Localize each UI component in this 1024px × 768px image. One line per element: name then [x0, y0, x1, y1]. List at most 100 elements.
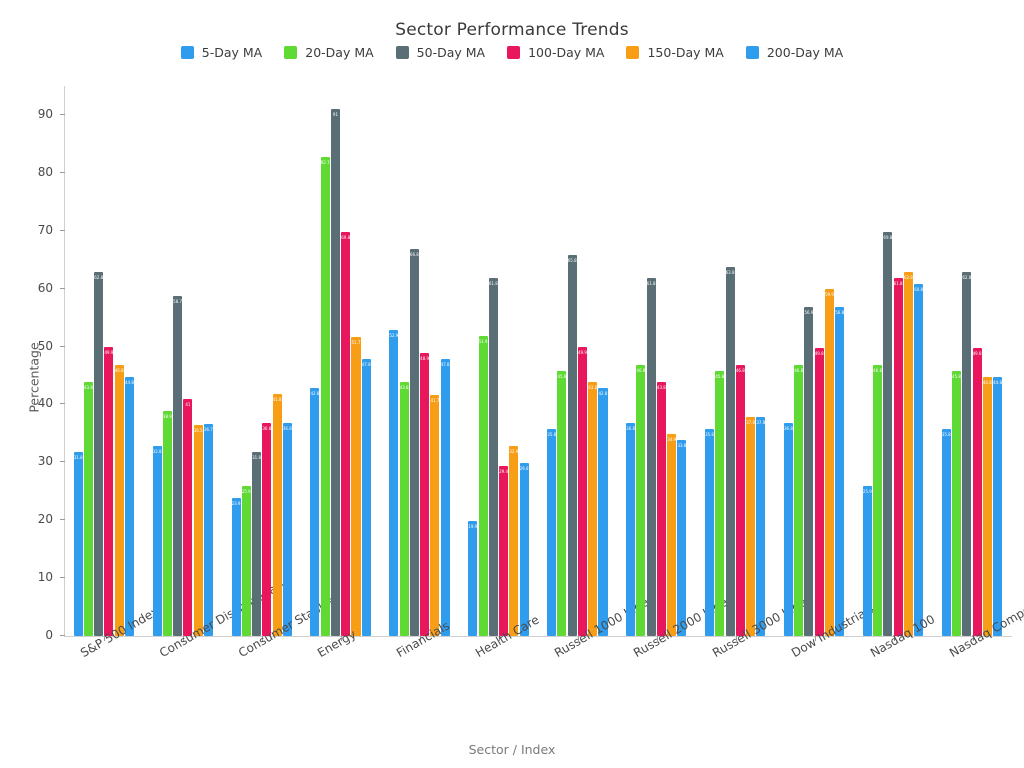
bar[interactable]: 46.8: [114, 365, 124, 636]
bar[interactable]: 45.8: [557, 370, 567, 636]
bar[interactable]: 69.8: [341, 231, 351, 636]
bar-value-label: 46.8: [873, 368, 883, 374]
bar[interactable]: 51.9: [478, 335, 488, 636]
bar[interactable]: 91: [330, 109, 340, 636]
y-tick-mark: [60, 113, 65, 115]
bar[interactable]: 41: [183, 398, 193, 636]
bar[interactable]: 36.8: [783, 422, 793, 636]
y-tick-label: 50: [37, 338, 53, 353]
x-tick-mark: [656, 636, 658, 641]
bar[interactable]: 35.8: [941, 428, 951, 636]
bar[interactable]: 69.8: [883, 231, 893, 636]
bar-value-label: 91: [332, 112, 338, 118]
bar[interactable]: 44.8: [982, 376, 992, 636]
bar[interactable]: 49.9: [577, 347, 587, 636]
bar[interactable]: 46.8: [636, 365, 646, 636]
bar[interactable]: 31.8: [252, 451, 262, 636]
bar[interactable]: 58.7: [173, 296, 183, 636]
y-tick-label: 60: [37, 280, 53, 295]
y-tick-mark: [60, 171, 65, 173]
bar[interactable]: 52.9: [389, 329, 399, 636]
bar[interactable]: 82.7: [320, 157, 330, 636]
bar[interactable]: 38.9: [162, 410, 172, 636]
bar[interactable]: 25.9: [862, 486, 872, 636]
bar[interactable]: 42.8: [310, 388, 320, 636]
bar[interactable]: 37.8: [756, 417, 766, 636]
legend-item-5-day-ma[interactable]: 5-Day MA: [180, 45, 262, 60]
legend-item-100-day-ma[interactable]: 100-Day MA: [507, 45, 604, 60]
bar[interactable]: 32.8: [152, 446, 162, 636]
bar-value-label: 49.9: [104, 350, 114, 356]
bar-value-label: 49.8: [814, 350, 824, 356]
bar[interactable]: 41.7: [430, 394, 440, 636]
bar[interactable]: 61.8: [893, 278, 903, 636]
bar[interactable]: 48.9: [420, 352, 430, 636]
legend-swatch-icon: [180, 46, 194, 59]
bar[interactable]: 35.8: [547, 428, 557, 636]
bar[interactable]: 43.8: [83, 382, 93, 636]
bar[interactable]: 37.8: [746, 417, 756, 636]
y-tick-label: 10: [37, 570, 53, 585]
bar-value-label: 44.8: [125, 379, 134, 385]
bar[interactable]: 56.9: [804, 306, 814, 636]
bar[interactable]: 32.9: [509, 445, 519, 636]
bar[interactable]: 66.8: [409, 249, 419, 636]
bar[interactable]: 60.8: [914, 284, 924, 636]
bar[interactable]: 45.8: [952, 370, 962, 636]
bar[interactable]: 29.4: [499, 465, 509, 636]
bar[interactable]: 44.8: [124, 376, 134, 636]
bar[interactable]: 62.8: [94, 272, 104, 636]
bar[interactable]: 19.9: [468, 520, 478, 636]
bar[interactable]: 35.8: [705, 428, 715, 636]
bar[interactable]: 65.8: [567, 255, 577, 636]
bar[interactable]: 25.9: [241, 486, 251, 636]
bar[interactable]: 43.8: [399, 382, 409, 636]
legend-item-20-day-ma[interactable]: 20-Day MA: [284, 45, 374, 60]
bar[interactable]: 36.7: [203, 423, 213, 636]
bar[interactable]: 41.8: [272, 394, 282, 636]
legend-item-200-day-ma[interactable]: 200-Day MA: [745, 45, 843, 60]
bar[interactable]: 36.5: [193, 424, 203, 636]
bar[interactable]: 44.8: [993, 376, 1003, 636]
bar[interactable]: 45.8: [715, 370, 725, 636]
bar-value-label: 51.9: [478, 338, 488, 344]
bar[interactable]: 49.8: [972, 347, 982, 636]
bar[interactable]: 33.8: [677, 440, 687, 636]
bar[interactable]: 56.8: [835, 307, 845, 636]
bar[interactable]: 31.8: [73, 451, 83, 636]
bar[interactable]: 42.8: [598, 388, 608, 636]
bar[interactable]: 49.8: [814, 347, 824, 636]
bar-value-label: 41: [185, 401, 191, 407]
bar[interactable]: 59.9: [824, 289, 834, 636]
bar[interactable]: 43.8: [656, 382, 666, 636]
bar[interactable]: 34.9: [667, 433, 677, 636]
bar[interactable]: 62.8: [903, 272, 913, 636]
bar[interactable]: 43.8: [588, 382, 598, 636]
legend-item-150-day-ma[interactable]: 150-Day MA: [626, 45, 724, 60]
bar[interactable]: 49.9: [104, 347, 114, 636]
bar-value-label: 29.8: [519, 466, 529, 472]
bar[interactable]: 36.8: [262, 422, 272, 636]
bar-value-label: 25.9: [241, 489, 251, 495]
bar[interactable]: 23.9: [231, 497, 241, 636]
bar-value-label: 32.9: [509, 448, 519, 454]
bar[interactable]: 46.8: [735, 365, 745, 636]
bar[interactable]: 29.8: [519, 463, 529, 636]
bar[interactable]: 62.8: [962, 272, 972, 636]
bar-value-label: 34.9: [667, 436, 677, 442]
bar[interactable]: 46.8: [794, 365, 804, 636]
bar[interactable]: 61.8: [646, 278, 656, 636]
bar-value-label: 82.7: [320, 160, 330, 166]
bar[interactable]: 51.7: [351, 336, 361, 636]
bar-value-label: 43.8: [399, 385, 409, 391]
bar[interactable]: 47.8: [440, 359, 450, 636]
bar-value-label: 65.8: [567, 258, 577, 264]
legend-item-50-day-ma[interactable]: 50-Day MA: [395, 45, 485, 60]
y-tick-label: 70: [37, 222, 53, 237]
bar[interactable]: 36.8: [626, 422, 636, 636]
bar[interactable]: 47.8: [361, 359, 371, 636]
bar[interactable]: 63.8: [725, 266, 735, 636]
bar[interactable]: 36.8: [282, 422, 292, 636]
bar[interactable]: 61.8: [488, 278, 498, 636]
bar[interactable]: 46.8: [873, 365, 883, 636]
